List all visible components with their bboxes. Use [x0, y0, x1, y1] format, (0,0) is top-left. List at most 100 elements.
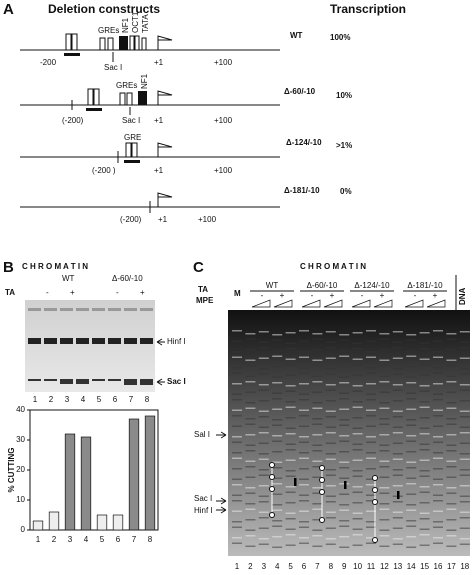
band: [272, 520, 283, 522]
construct-d181: (-200) +1 +100 Δ-181/-10 0%: [20, 186, 352, 224]
band: [366, 521, 376, 523]
band: [339, 350, 350, 352]
band: [285, 544, 296, 546]
band: [285, 406, 296, 408]
y-tick-label: 10: [16, 495, 25, 504]
band: [366, 383, 376, 385]
band: [325, 543, 336, 545]
band: [325, 511, 336, 513]
band: [392, 426, 403, 428]
band: [312, 434, 323, 436]
band: [366, 494, 376, 496]
band: [433, 510, 443, 512]
position-label: (-200): [120, 215, 142, 224]
panel-label: C: [193, 259, 204, 276]
band: [406, 451, 417, 453]
band: [272, 509, 283, 511]
band: [245, 476, 256, 478]
band: [366, 415, 376, 417]
band: [92, 379, 105, 381]
band: [459, 384, 470, 386]
band: [352, 449, 363, 451]
band: [379, 333, 390, 335]
band: [366, 399, 376, 401]
band: [312, 466, 323, 468]
band: [406, 392, 417, 394]
band: [245, 508, 256, 510]
band: [232, 468, 242, 470]
band: [232, 537, 242, 539]
titration-wedge: [301, 299, 343, 308]
ta-sign: +: [280, 291, 285, 300]
band: [352, 374, 363, 376]
x-tick-label: 8: [148, 535, 153, 544]
titration-wedge: [251, 299, 293, 308]
band: [352, 417, 363, 419]
band: [433, 367, 443, 369]
band: [366, 478, 376, 480]
band: [312, 476, 323, 478]
band: [379, 338, 390, 340]
band: [245, 365, 256, 367]
band: [379, 508, 390, 510]
band: [392, 474, 403, 476]
band: [299, 468, 309, 470]
band: [392, 432, 403, 434]
band: [245, 519, 256, 521]
band: [285, 390, 296, 392]
band: [299, 510, 309, 512]
band: [285, 332, 296, 334]
band: [433, 383, 443, 385]
y-tick-label: 20: [16, 465, 25, 474]
band: [272, 467, 283, 469]
band: [419, 401, 430, 403]
band: [245, 375, 256, 377]
band: [312, 391, 323, 393]
band: [379, 450, 390, 452]
ta-sign: +: [140, 288, 145, 297]
band: [392, 517, 403, 519]
band: [258, 426, 269, 428]
band: [446, 545, 457, 547]
lane-number: 5: [97, 395, 102, 404]
band: [325, 432, 336, 434]
band: [339, 451, 350, 453]
group-label: Δ-181/-10: [407, 281, 443, 290]
band: [245, 407, 256, 409]
band: [392, 410, 403, 412]
group-label: Δ-60/-10: [307, 281, 338, 290]
element-label: NF1: [121, 17, 130, 33]
band: [406, 483, 417, 485]
band: [258, 474, 269, 476]
band: [379, 460, 390, 462]
band: [258, 453, 269, 455]
band: [459, 538, 470, 540]
band: [272, 419, 283, 421]
band: [258, 527, 269, 529]
ta-sign: +: [380, 291, 385, 300]
site-dot: [319, 489, 325, 495]
band: [245, 423, 256, 425]
band: [419, 433, 430, 435]
x-tick-label: 4: [84, 535, 89, 544]
band: [459, 373, 470, 375]
band: [392, 400, 403, 402]
band: [392, 384, 403, 386]
band: [258, 543, 269, 545]
lane-number: 13: [393, 562, 402, 571]
band: [299, 340, 309, 342]
transcription-value: 10%: [336, 91, 352, 100]
band: [379, 503, 390, 505]
band: [366, 367, 376, 369]
band: [366, 526, 376, 528]
band: [446, 381, 457, 383]
band: [446, 487, 457, 489]
band: [339, 366, 350, 368]
site-dot: [269, 486, 275, 492]
band: [312, 381, 323, 383]
ta-sign: -: [414, 291, 417, 300]
band: [446, 338, 457, 340]
band: [272, 461, 283, 463]
bar: [80, 436, 92, 531]
band: [299, 356, 309, 358]
